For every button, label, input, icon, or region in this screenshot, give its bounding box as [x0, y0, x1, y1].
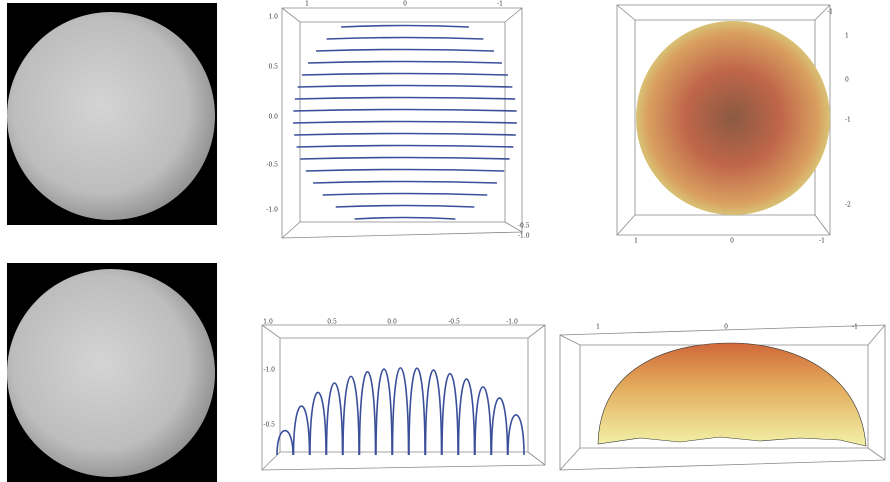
dome: [597, 342, 867, 447]
arch: [375, 368, 393, 456]
contour: [294, 132, 516, 136]
gray-sphere: [7, 12, 215, 220]
contour: [305, 168, 505, 172]
arch: [408, 367, 426, 456]
tick-label: -1.0: [506, 319, 518, 326]
panel-e: [261, 324, 546, 471]
arch: [490, 397, 509, 456]
arch: [391, 367, 410, 456]
contour: [315, 48, 495, 52]
tick-label: -1.0: [518, 233, 530, 240]
arch: [309, 391, 327, 456]
contour: [313, 180, 497, 184]
arch: [325, 382, 344, 456]
tick-label: -0.5: [263, 422, 275, 429]
tick-label: 0.0: [268, 114, 278, 121]
arch: [474, 386, 492, 456]
arch: [457, 378, 476, 456]
tick-label: 1: [845, 33, 849, 40]
tick-label: 0: [724, 324, 728, 331]
tick-label: 1: [634, 238, 638, 245]
panel-b: [281, 7, 523, 239]
tick-label: 0: [403, 1, 407, 8]
contour: [341, 24, 469, 28]
contour: [297, 84, 513, 88]
tick-label: 1: [305, 1, 309, 8]
tick-label: 1: [596, 324, 600, 331]
contour: [326, 36, 484, 40]
tick-label: 0: [845, 77, 849, 84]
contour: [294, 96, 516, 100]
tick-label: -1.0: [266, 207, 278, 214]
arch: [507, 414, 525, 456]
arches: [276, 367, 525, 456]
tick-label: 0: [730, 238, 734, 245]
arch: [276, 429, 294, 456]
contour: [300, 156, 510, 160]
arch: [358, 371, 377, 456]
contour: [301, 72, 509, 76]
contour: [322, 192, 488, 196]
contour-lines: [293, 24, 517, 220]
tick-label: -0.5: [448, 319, 460, 326]
gray-sphere: [7, 269, 215, 477]
tick-label: 1.0: [263, 319, 273, 326]
contour: [296, 144, 514, 148]
tick-label: -1: [497, 1, 503, 8]
tick-label: 0.5: [268, 64, 278, 71]
contour: [354, 216, 456, 220]
orange-sphere: [636, 21, 830, 215]
contour: [293, 120, 517, 124]
tick-labels: 1 0 -1 1.0 0.5 0.0 -0.5 -1.0 -0.5 -1.0 -1 1 0 -1 -2 1 0 -…: [263, 1, 858, 429]
tick-label: 0.0: [387, 319, 397, 326]
tick-label: -1: [827, 9, 833, 16]
arch: [292, 405, 311, 456]
contour: [307, 60, 503, 64]
contour: [335, 204, 475, 208]
panel-f: [559, 324, 886, 471]
tick-label: 0.5: [327, 319, 337, 326]
tick-label: -2: [845, 202, 851, 209]
tick-label: -0.5: [518, 223, 530, 230]
tick-label: -0.5: [266, 162, 278, 169]
tick-label: -1: [852, 324, 858, 331]
tick-label: 1.0: [268, 14, 278, 21]
tick-label: -1: [819, 238, 825, 245]
panel-c: [616, 4, 831, 236]
contour: [293, 108, 517, 112]
arch: [441, 372, 459, 456]
arch: [424, 369, 443, 456]
tick-label: -1.0: [263, 367, 275, 374]
tick-label: -1: [845, 117, 851, 124]
arch: [342, 375, 360, 456]
